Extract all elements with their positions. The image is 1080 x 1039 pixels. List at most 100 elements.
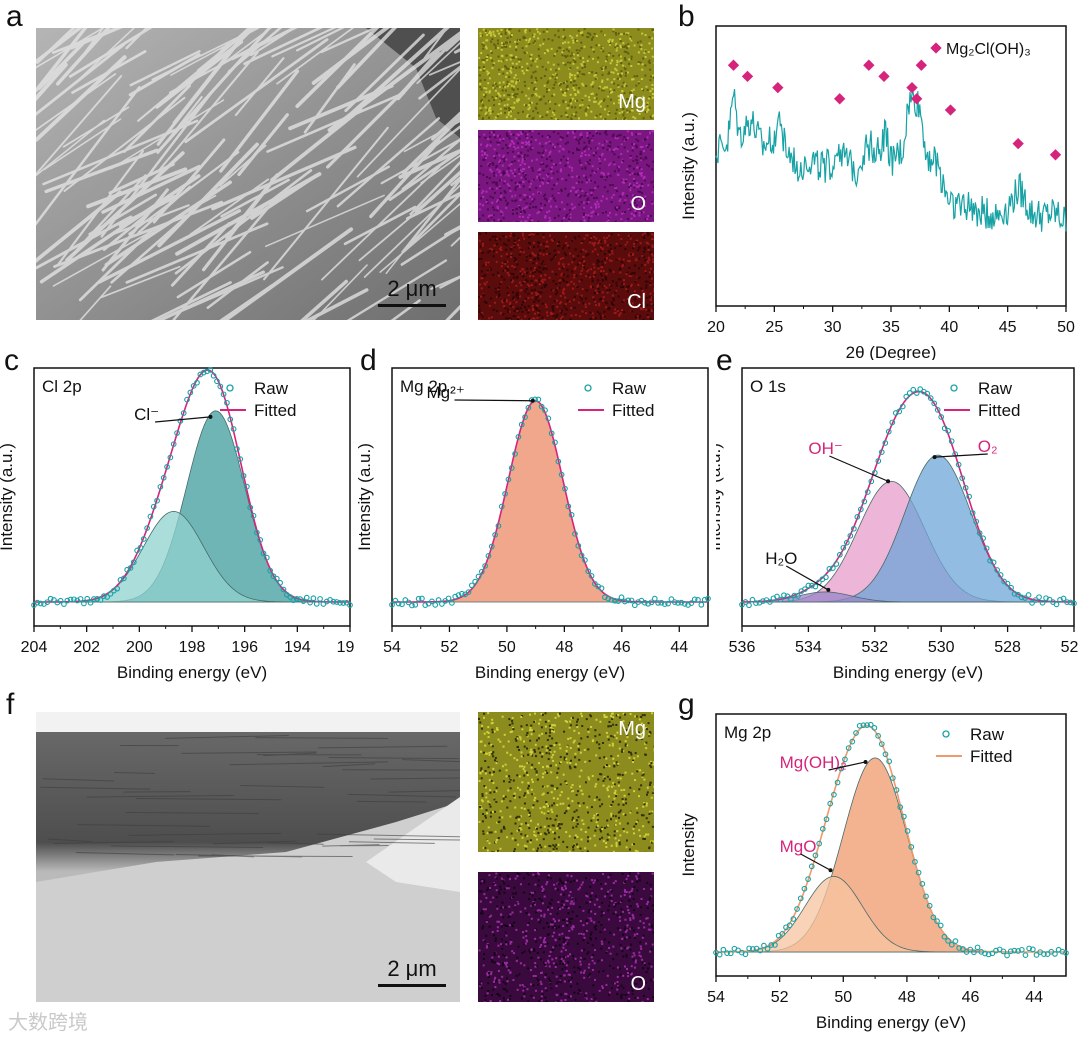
layer-texture bbox=[135, 797, 282, 801]
eds-noise-pixel bbox=[536, 176, 539, 179]
eds-noise-pixel bbox=[585, 112, 588, 115]
eds-noise-pixel bbox=[576, 189, 579, 192]
eds-noise-pixel bbox=[517, 316, 520, 319]
eds-noise-pixel bbox=[650, 181, 653, 184]
eds-noise-pixel bbox=[616, 966, 619, 969]
eds-noise-pixel bbox=[508, 915, 511, 918]
eds-noise-pixel bbox=[553, 744, 556, 747]
eds-noise-pixel bbox=[522, 141, 525, 144]
eds-noise-pixel bbox=[602, 50, 605, 53]
eds-noise-pixel bbox=[528, 913, 531, 916]
eds-noise-pixel bbox=[480, 769, 483, 772]
raw-data-point bbox=[37, 600, 44, 607]
eds-noise-pixel bbox=[484, 752, 487, 755]
eds-noise-pixel bbox=[612, 723, 615, 726]
eds-noise-pixel bbox=[513, 239, 516, 242]
eds-noise-pixel bbox=[548, 200, 551, 203]
eds-noise-pixel bbox=[480, 143, 483, 146]
eds-noise-pixel bbox=[559, 794, 562, 797]
eds-noise-pixel bbox=[561, 177, 564, 180]
eds-noise-pixel bbox=[491, 956, 494, 959]
eds-noise-pixel bbox=[576, 34, 579, 37]
legend-fitted-label: Fitted bbox=[612, 401, 655, 420]
eds-noise-pixel bbox=[510, 140, 513, 143]
eds-noise-pixel bbox=[616, 830, 619, 833]
eds-noise-pixel bbox=[562, 943, 565, 946]
eds-noise-pixel bbox=[534, 81, 537, 84]
eds-noise-pixel bbox=[516, 875, 519, 878]
eds-noise-pixel bbox=[640, 78, 643, 81]
panel-a-letter: a bbox=[6, 0, 23, 33]
eds-noise-pixel bbox=[504, 107, 507, 110]
eds-noise-pixel bbox=[615, 737, 618, 740]
eds-noise-pixel bbox=[637, 283, 640, 286]
eds-noise-pixel bbox=[569, 985, 572, 988]
eds-noise-pixel bbox=[555, 69, 558, 72]
nanorod-texture bbox=[68, 28, 136, 89]
raw-data-point bbox=[34, 599, 41, 606]
eds-noise-pixel bbox=[486, 887, 489, 890]
raw-data-point bbox=[220, 391, 227, 398]
sem-image-a: 2 μm bbox=[36, 28, 460, 320]
eds-noise-pixel bbox=[581, 310, 584, 313]
eds-noise-pixel bbox=[545, 252, 548, 255]
eds-noise-pixel bbox=[652, 238, 654, 241]
raw-data-point bbox=[244, 483, 250, 490]
eds-noise-pixel bbox=[511, 141, 514, 144]
eds-noise-pixel bbox=[584, 192, 587, 195]
eds-noise-pixel bbox=[622, 98, 625, 101]
eds-noise-pixel bbox=[633, 195, 636, 198]
eds-noise-pixel bbox=[587, 730, 590, 733]
eds-noise-pixel bbox=[547, 719, 550, 722]
eds-noise-pixel bbox=[547, 829, 550, 832]
eds-noise-pixel bbox=[618, 773, 621, 776]
eds-noise-pixel bbox=[569, 216, 572, 219]
annotation-arrow-head bbox=[826, 587, 831, 592]
eds-noise-pixel bbox=[586, 202, 589, 205]
eds-noise-pixel bbox=[486, 849, 489, 852]
scale-bar-f-label: 2 μm bbox=[387, 956, 437, 981]
eds-noise-pixel bbox=[503, 196, 506, 199]
eds-noise-pixel bbox=[569, 61, 572, 64]
eds-noise-pixel bbox=[623, 794, 626, 797]
eds-noise-pixel bbox=[534, 743, 537, 746]
eds-noise-pixel bbox=[559, 960, 562, 963]
eds-noise-pixel bbox=[534, 768, 537, 771]
eds-noise-pixel bbox=[484, 994, 487, 997]
eds-noise-pixel bbox=[637, 61, 640, 64]
eds-noise-pixel bbox=[551, 239, 554, 242]
x-tick-label: 528 bbox=[994, 639, 1021, 656]
eds-noise-pixel bbox=[512, 952, 515, 955]
eds-noise-pixel bbox=[587, 96, 590, 99]
eds-noise-pixel bbox=[639, 920, 642, 923]
eds-noise-pixel bbox=[516, 309, 519, 312]
eds-noise-pixel bbox=[487, 163, 490, 166]
eds-noise-pixel bbox=[535, 158, 538, 161]
eds-noise-pixel bbox=[507, 317, 510, 320]
eds-noise-pixel bbox=[629, 905, 632, 908]
eds-noise-pixel bbox=[490, 248, 493, 251]
eds-noise-pixel bbox=[590, 46, 593, 49]
eds-noise-pixel bbox=[506, 80, 509, 83]
eds-noise-pixel bbox=[556, 170, 559, 173]
eds-noise-pixel bbox=[504, 924, 507, 927]
eds-noise-pixel bbox=[501, 943, 504, 946]
eds-noise-pixel bbox=[590, 215, 593, 218]
eds-noise-pixel bbox=[639, 157, 642, 160]
nanorod-texture bbox=[219, 144, 267, 187]
eds-noise-pixel bbox=[536, 233, 539, 236]
eds-noise-pixel bbox=[556, 1000, 559, 1002]
eds-noise-pixel bbox=[501, 261, 504, 264]
eds-noise-pixel bbox=[496, 205, 499, 208]
eds-noise-pixel bbox=[638, 267, 641, 270]
eds-noise-pixel bbox=[575, 809, 578, 812]
nanorod-texture bbox=[36, 62, 68, 102]
eds-noise-pixel bbox=[603, 253, 606, 256]
eds-noise-pixel bbox=[619, 967, 622, 970]
eds-noise-pixel bbox=[534, 298, 537, 301]
nanorod-texture bbox=[36, 75, 123, 176]
raw-data-point bbox=[668, 596, 675, 603]
eds-noise-pixel bbox=[501, 147, 504, 150]
eds-noise-pixel bbox=[563, 91, 566, 94]
eds-noise-pixel bbox=[587, 253, 590, 256]
